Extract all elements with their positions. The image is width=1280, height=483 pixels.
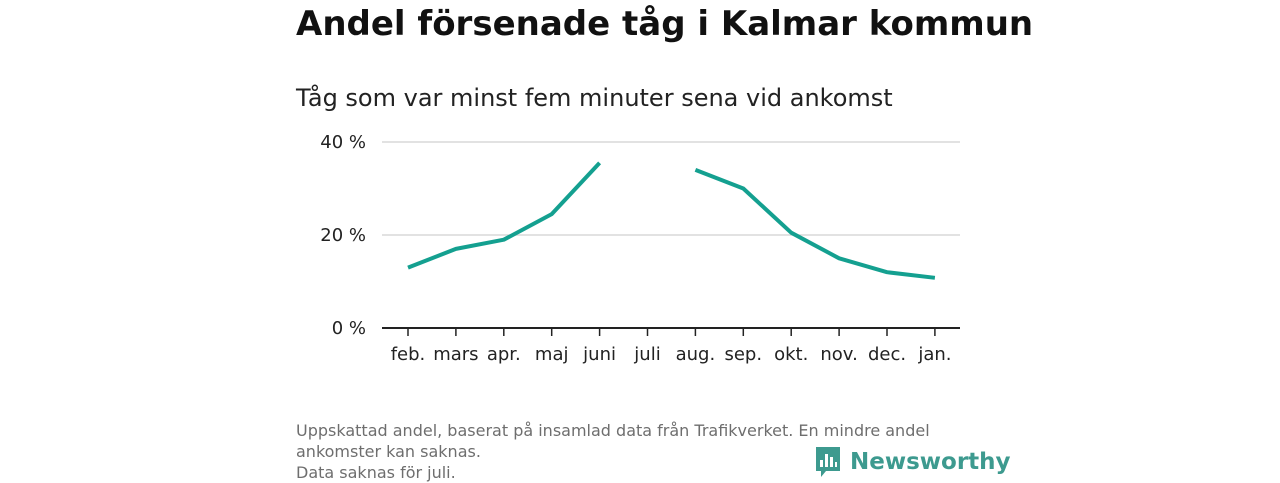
x-tick-label: dec. [868,344,906,365]
y-tick-label: 0 % [332,318,366,339]
chart-subtitle: Tåg som var minst fem minuter sena vid a… [296,84,893,112]
x-axis-ticks: feb. mars apr. maj juni juli aug. sep. okt. nov. d… [391,328,951,365]
footnote-line-2: ankomster kan saknas. [296,442,481,461]
series-line-segment [407,161,602,270]
x-tick-label: aug. [676,344,716,365]
y-tick-label: 20 % [320,225,366,246]
gridlines [382,141,960,236]
footnote-line-3: Data saknas för juli. [296,463,456,482]
series-delayed-share [407,161,936,280]
x-tick-label: feb. [391,344,426,365]
x-tick-label: nov. [820,344,857,365]
footnote-line-1: Uppskattad andel, baserat på insamlad da… [296,421,930,440]
y-axis-ticks: 0 % 20 % 40 % [320,132,366,339]
chart-title: Andel försenade tåg i Kalmar kommun [296,4,1034,44]
chart-footnote: Uppskattad andel, baserat på insamlad da… [296,420,986,483]
line-chart: 0 % 20 % 40 % feb. mars apr. maj juni juli aug. s… [320,132,960,365]
x-tick-label: maj [535,344,569,365]
x-tick-label: okt. [774,344,808,365]
brand-logo: Newsworthy [814,444,1011,480]
x-tick-label: juni [582,344,616,365]
x-tick-label: juli [633,344,660,365]
series-line-segment [694,168,936,280]
x-tick-label: sep. [724,344,762,365]
x-tick-label: apr. [487,344,521,365]
y-tick-label: 40 % [320,132,366,153]
brand-name: Newsworthy [850,449,1011,475]
x-tick-label: mars [433,344,478,365]
newsworthy-logo-icon [816,447,840,477]
x-tick-label: jan. [917,344,951,365]
